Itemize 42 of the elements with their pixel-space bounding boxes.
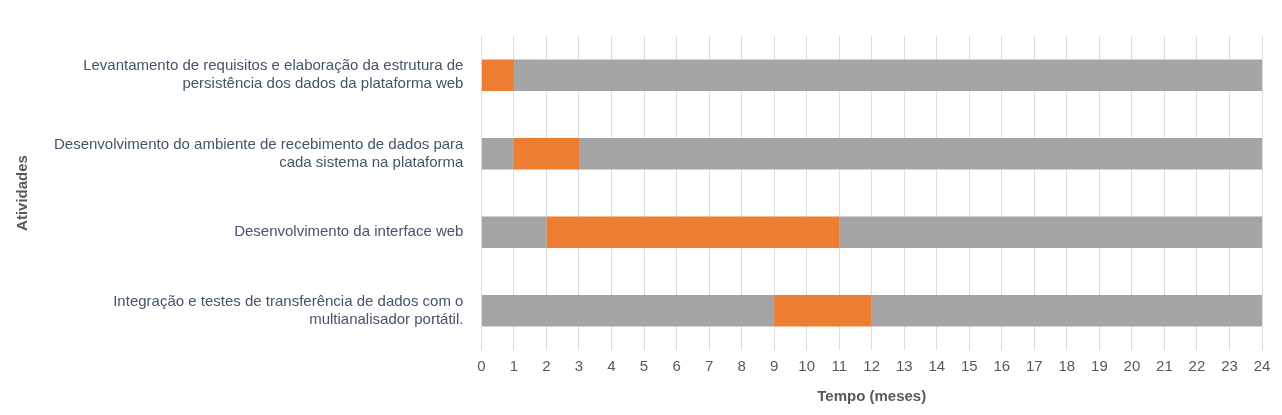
x-tick-label: 13 bbox=[895, 357, 913, 375]
x-tick-label: 10 bbox=[798, 357, 816, 375]
x-tick-label: 17 bbox=[1025, 357, 1043, 375]
x-tick-label: 6 bbox=[672, 357, 681, 375]
bar bbox=[839, 216, 1262, 248]
x-tick-label: 21 bbox=[1156, 357, 1173, 375]
y-tick-label: Integração e testes de transferência de dados com o multianalisador portátil. bbox=[113, 291, 464, 327]
bar bbox=[481, 216, 547, 248]
y-tick-label: Desenvolvimento do ambiente de recebimento de dados para cada sistema na plataforma bbox=[53, 134, 465, 170]
x-tick-label: 2 bbox=[542, 357, 551, 375]
x-tick-label: 9 bbox=[769, 357, 779, 375]
bar bbox=[546, 216, 840, 248]
x-axis-title: Tempo (meses) bbox=[817, 387, 927, 405]
bar bbox=[871, 295, 1262, 327]
x-tick-label: 4 bbox=[607, 357, 616, 375]
y-tick-label: Desenvolvimento da interface web bbox=[234, 222, 464, 240]
x-tick-label: 0 bbox=[477, 357, 486, 375]
x-tick-label: 15 bbox=[960, 357, 978, 375]
x-tick-label: 20 bbox=[1123, 357, 1141, 375]
x-tick-label: 16 bbox=[993, 357, 1011, 375]
bar bbox=[513, 59, 1262, 91]
x-tick-label: 12 bbox=[863, 357, 881, 375]
bar bbox=[481, 295, 775, 327]
x-tick-label: 7 bbox=[704, 357, 714, 375]
x-tick-label: 14 bbox=[928, 357, 946, 375]
x-tick-label: 8 bbox=[737, 357, 746, 375]
bar bbox=[513, 138, 579, 170]
y-tick-label: Levantamento de requisitos e elaboração da estrutura de persistência dos dados da plataforma web bbox=[83, 56, 464, 92]
bar bbox=[774, 295, 872, 327]
x-tick-label: 3 bbox=[574, 357, 584, 375]
x-tick-label: 24 bbox=[1253, 357, 1271, 375]
bar bbox=[481, 138, 514, 170]
x-tick-label: 5 bbox=[639, 357, 649, 375]
x-tick-label: 11 bbox=[831, 357, 847, 375]
bar bbox=[579, 138, 1262, 170]
bar bbox=[481, 59, 514, 91]
x-tick-label: 18 bbox=[1058, 357, 1076, 375]
x-tick-label: 23 bbox=[1221, 357, 1238, 375]
y-axis-title: Atividades bbox=[13, 155, 31, 231]
x-tick-label: 1 bbox=[509, 357, 519, 375]
x-tick-label: 19 bbox=[1091, 357, 1108, 375]
x-tick-label: 22 bbox=[1188, 357, 1206, 375]
